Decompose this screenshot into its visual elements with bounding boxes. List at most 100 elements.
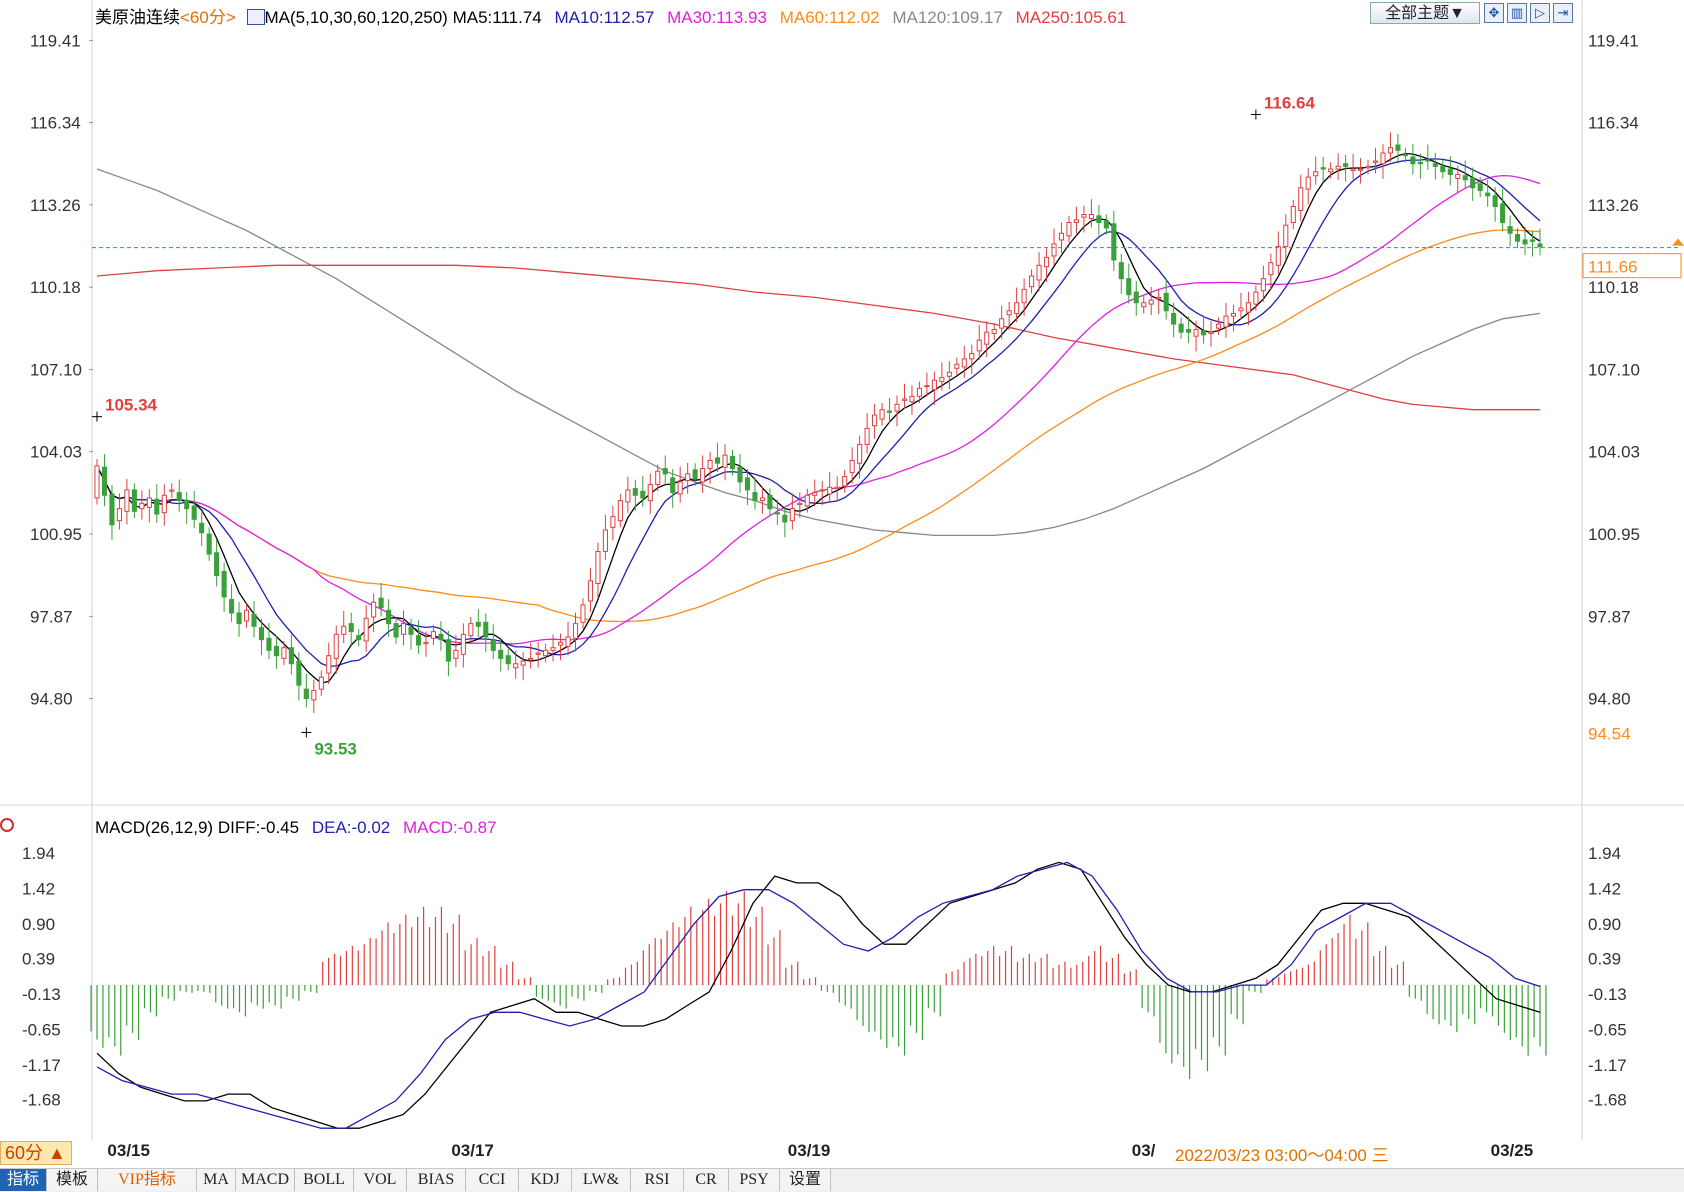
crosshair-icon[interactable]: ✥ xyxy=(1484,3,1504,23)
candle-body xyxy=(348,623,354,633)
tab-rsi[interactable]: RSI xyxy=(631,1169,684,1191)
split-view-icon[interactable]: ▥ xyxy=(1507,3,1527,23)
candle-body xyxy=(894,403,900,412)
tab-vol[interactable]: VOL xyxy=(354,1169,407,1191)
x-axis-label: 03/25 xyxy=(1490,1141,1534,1160)
candle-body xyxy=(1470,177,1476,189)
candle-body xyxy=(1200,330,1207,336)
tab-kdj[interactable]: KDJ xyxy=(519,1169,572,1191)
candle-body xyxy=(647,484,653,502)
indicator-tab-bar: 指标 模板 VIP指标 MA MACD BOLL VOL BIAS CCI KD… xyxy=(0,1168,1684,1192)
candle-body xyxy=(229,599,235,614)
candle-body xyxy=(946,371,952,377)
candle-body xyxy=(453,649,459,659)
y-tick-label-right: 116.34 xyxy=(1588,114,1639,133)
x-axis-label: 03/15 xyxy=(107,1141,150,1160)
candle-body xyxy=(296,660,302,686)
macd-y-tick-left: 1.42 xyxy=(22,879,55,898)
macd-label: MACD(26,12,9) xyxy=(95,818,214,837)
theme-dropdown-button[interactable]: 全部主题▼ xyxy=(1370,2,1480,24)
candle-body xyxy=(1066,222,1072,237)
candle-body xyxy=(1021,288,1027,304)
candle-body xyxy=(266,637,272,651)
y-tick-label-left: 119.41 xyxy=(30,31,81,50)
candle-body xyxy=(1171,312,1177,325)
y-tick-label-left: 110.18 xyxy=(30,278,81,297)
tab-ma[interactable]: MA xyxy=(197,1169,236,1191)
candle-body xyxy=(1425,159,1431,162)
candle-body xyxy=(1507,226,1513,234)
candle-body xyxy=(191,505,197,520)
candle-body xyxy=(460,633,466,655)
period-button[interactable]: 60分 ▲ xyxy=(0,1141,72,1165)
candle-body xyxy=(326,655,332,674)
candle-body xyxy=(386,609,392,625)
candle-body xyxy=(1440,165,1446,173)
tab-cr[interactable]: CR xyxy=(684,1169,729,1191)
candle-body xyxy=(984,331,990,345)
y-tick-label-right: 107.10 xyxy=(1588,361,1640,380)
tab-vip-indicators[interactable]: VIP指标 xyxy=(98,1169,197,1191)
tab-template[interactable]: 模板 xyxy=(47,1169,98,1191)
ma-icon xyxy=(246,9,265,25)
candle-body xyxy=(438,633,444,641)
candle-body xyxy=(176,492,182,502)
play-icon[interactable]: ▷ xyxy=(1530,3,1550,23)
period-tag[interactable]: <60分> xyxy=(180,8,236,27)
candle-body xyxy=(685,473,691,482)
candle-body xyxy=(1522,239,1528,245)
tab-psy[interactable]: PSY xyxy=(729,1169,780,1191)
macd-y-tick-right: -1.68 xyxy=(1588,1091,1627,1110)
tab-boll[interactable]: BOLL xyxy=(295,1169,354,1191)
candle-body xyxy=(625,489,631,503)
tab-macd[interactable]: MACD xyxy=(236,1169,295,1191)
candle-body xyxy=(1014,302,1020,314)
tab-settings[interactable]: 设置 xyxy=(780,1169,831,1191)
candle-body xyxy=(258,627,265,641)
gear-icon[interactable] xyxy=(0,818,14,832)
macd-y-tick-left: -1.68 xyxy=(22,1091,61,1110)
tab-bias[interactable]: BIAS xyxy=(407,1169,466,1191)
ma10-value: MA10:112.57 xyxy=(554,8,655,27)
macd-y-tick-right: -1.17 xyxy=(1588,1056,1627,1075)
candle-body xyxy=(199,522,205,534)
candle-body xyxy=(505,655,511,665)
candle-body xyxy=(610,516,616,528)
forward-icon[interactable]: ⇥ xyxy=(1553,3,1573,23)
candle-body xyxy=(221,570,227,598)
macd-y-tick-right: 0.39 xyxy=(1588,950,1621,969)
candle-body xyxy=(1275,246,1281,266)
candle-body xyxy=(565,636,571,647)
candle-body xyxy=(1186,328,1192,333)
candle-body xyxy=(737,466,743,483)
tab-cci[interactable]: CCI xyxy=(466,1169,519,1191)
macd-y-tick-right: -0.13 xyxy=(1588,985,1627,1004)
candle-body xyxy=(1118,262,1124,280)
candle-body xyxy=(498,649,504,659)
candle-body xyxy=(1238,307,1244,312)
candle-body xyxy=(363,617,369,642)
candle-body xyxy=(715,457,721,464)
ma5-value: MA5:111.74 xyxy=(452,8,542,27)
candle-body xyxy=(602,529,608,552)
tab-indicators[interactable]: 指标 xyxy=(0,1169,47,1191)
x-axis-label: 03/19 xyxy=(787,1141,831,1160)
macd-y-tick-left: -0.65 xyxy=(22,1020,61,1039)
candle-body xyxy=(1156,296,1162,300)
candle-body xyxy=(116,508,122,522)
tab-lw[interactable]: LW& xyxy=(572,1169,631,1191)
macd-y-tick-left: 0.39 xyxy=(22,950,55,969)
candle-body xyxy=(700,468,706,483)
candle-body xyxy=(1335,165,1341,170)
y-tick-label-left: 94.80 xyxy=(30,689,73,708)
candle-body xyxy=(520,660,526,666)
candle-body xyxy=(1193,328,1199,337)
candle-body xyxy=(408,627,414,635)
symbol-name[interactable]: 美原油连续 xyxy=(95,8,180,27)
candle-body xyxy=(1141,302,1147,308)
candle-body xyxy=(341,625,347,635)
last-price-box xyxy=(1582,253,1682,279)
candle-body xyxy=(587,580,594,602)
candle-body xyxy=(976,339,982,352)
